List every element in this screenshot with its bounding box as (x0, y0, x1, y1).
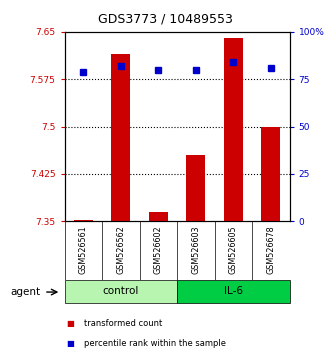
Text: GSM526562: GSM526562 (116, 225, 125, 274)
Bar (224, 38, 243, 221)
Text: ■: ■ (66, 339, 74, 348)
Bar (74, 220, 93, 221)
Text: GSM526678: GSM526678 (266, 225, 275, 274)
Bar (112, 54, 130, 221)
Text: transformed count: transformed count (84, 319, 163, 329)
Text: agent: agent (10, 287, 40, 297)
Text: GDS3773 / 10489553: GDS3773 / 10489553 (98, 12, 233, 25)
Text: percentile rank within the sample: percentile rank within the sample (84, 339, 226, 348)
Text: ■: ■ (66, 319, 74, 329)
Text: GSM526602: GSM526602 (154, 225, 163, 274)
Bar (177, 280, 290, 303)
Bar (186, 155, 205, 221)
Bar (65, 280, 177, 303)
Text: GSM526605: GSM526605 (229, 225, 238, 274)
Text: control: control (103, 286, 139, 296)
Text: GSM526603: GSM526603 (191, 225, 200, 274)
Text: GSM526561: GSM526561 (79, 225, 88, 274)
Bar (149, 212, 168, 221)
Bar (261, 127, 280, 221)
Text: IL-6: IL-6 (224, 286, 243, 296)
